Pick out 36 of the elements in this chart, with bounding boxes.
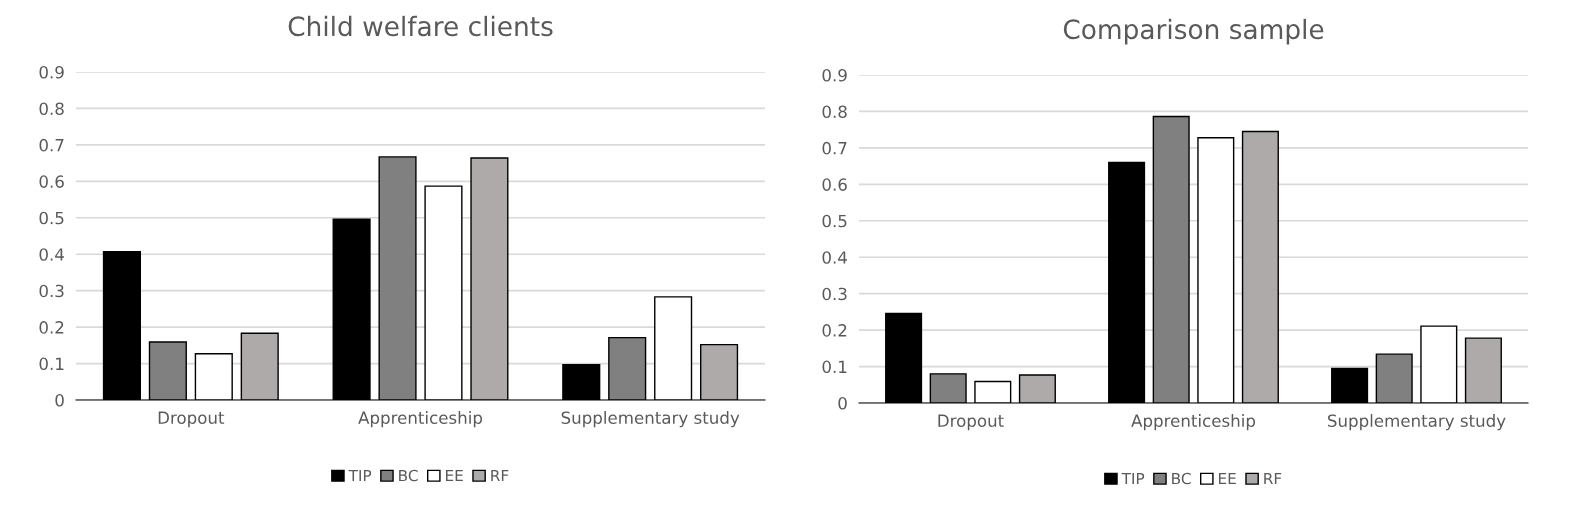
legend-label: TIP [348,469,372,482]
legend-label: EE [1219,472,1236,485]
y-tick-label: 0.9 [39,65,64,79]
y-tick-label: 0.2 [39,321,64,334]
x-tick-label: Dropout [938,414,1004,431]
y-tick-label: 0.1 [822,360,847,374]
chart-title: Child welfare clients [288,15,553,37]
x-tick-label: Apprenticeship [1131,414,1256,431]
legend-label: BC [1172,472,1191,485]
y-tick-label: 0 [838,396,847,410]
x-tick-label: Apprenticeship [358,411,483,428]
legend-label: BC [399,469,418,482]
y-tick-label: 0.5 [39,211,64,225]
legend-label: TIP [1121,472,1145,485]
y-tick-label: 0.7 [39,138,64,152]
y-tick-label: 0.5 [822,214,847,228]
y-tick-label: 0.7 [822,141,847,155]
chart-title: Comparison sample [1063,18,1324,45]
x-tick-label: Supplementary study [561,411,740,428]
legend-label: RF [1264,472,1282,485]
x-tick-label: Dropout [158,411,225,428]
y-tick-label: 0.4 [822,251,847,264]
y-tick-label: 0.4 [39,248,64,261]
y-tick-label: 0.1 [39,357,64,371]
y-tick-label: 0.3 [822,287,847,301]
y-tick-label: 0.9 [822,68,847,82]
y-tick-label: 0.6 [822,178,847,191]
legend-label: RF [491,469,509,482]
y-tick-label: 0.8 [822,105,847,119]
y-tick-label: 0.2 [822,324,847,337]
legend-label: EE [446,469,463,482]
y-tick-label: 0 [55,393,64,407]
y-tick-label: 0.3 [39,284,64,298]
x-tick-label: Supplementary study [1327,414,1506,431]
y-tick-label: 0.8 [39,102,64,116]
y-tick-label: 0.6 [39,175,64,188]
